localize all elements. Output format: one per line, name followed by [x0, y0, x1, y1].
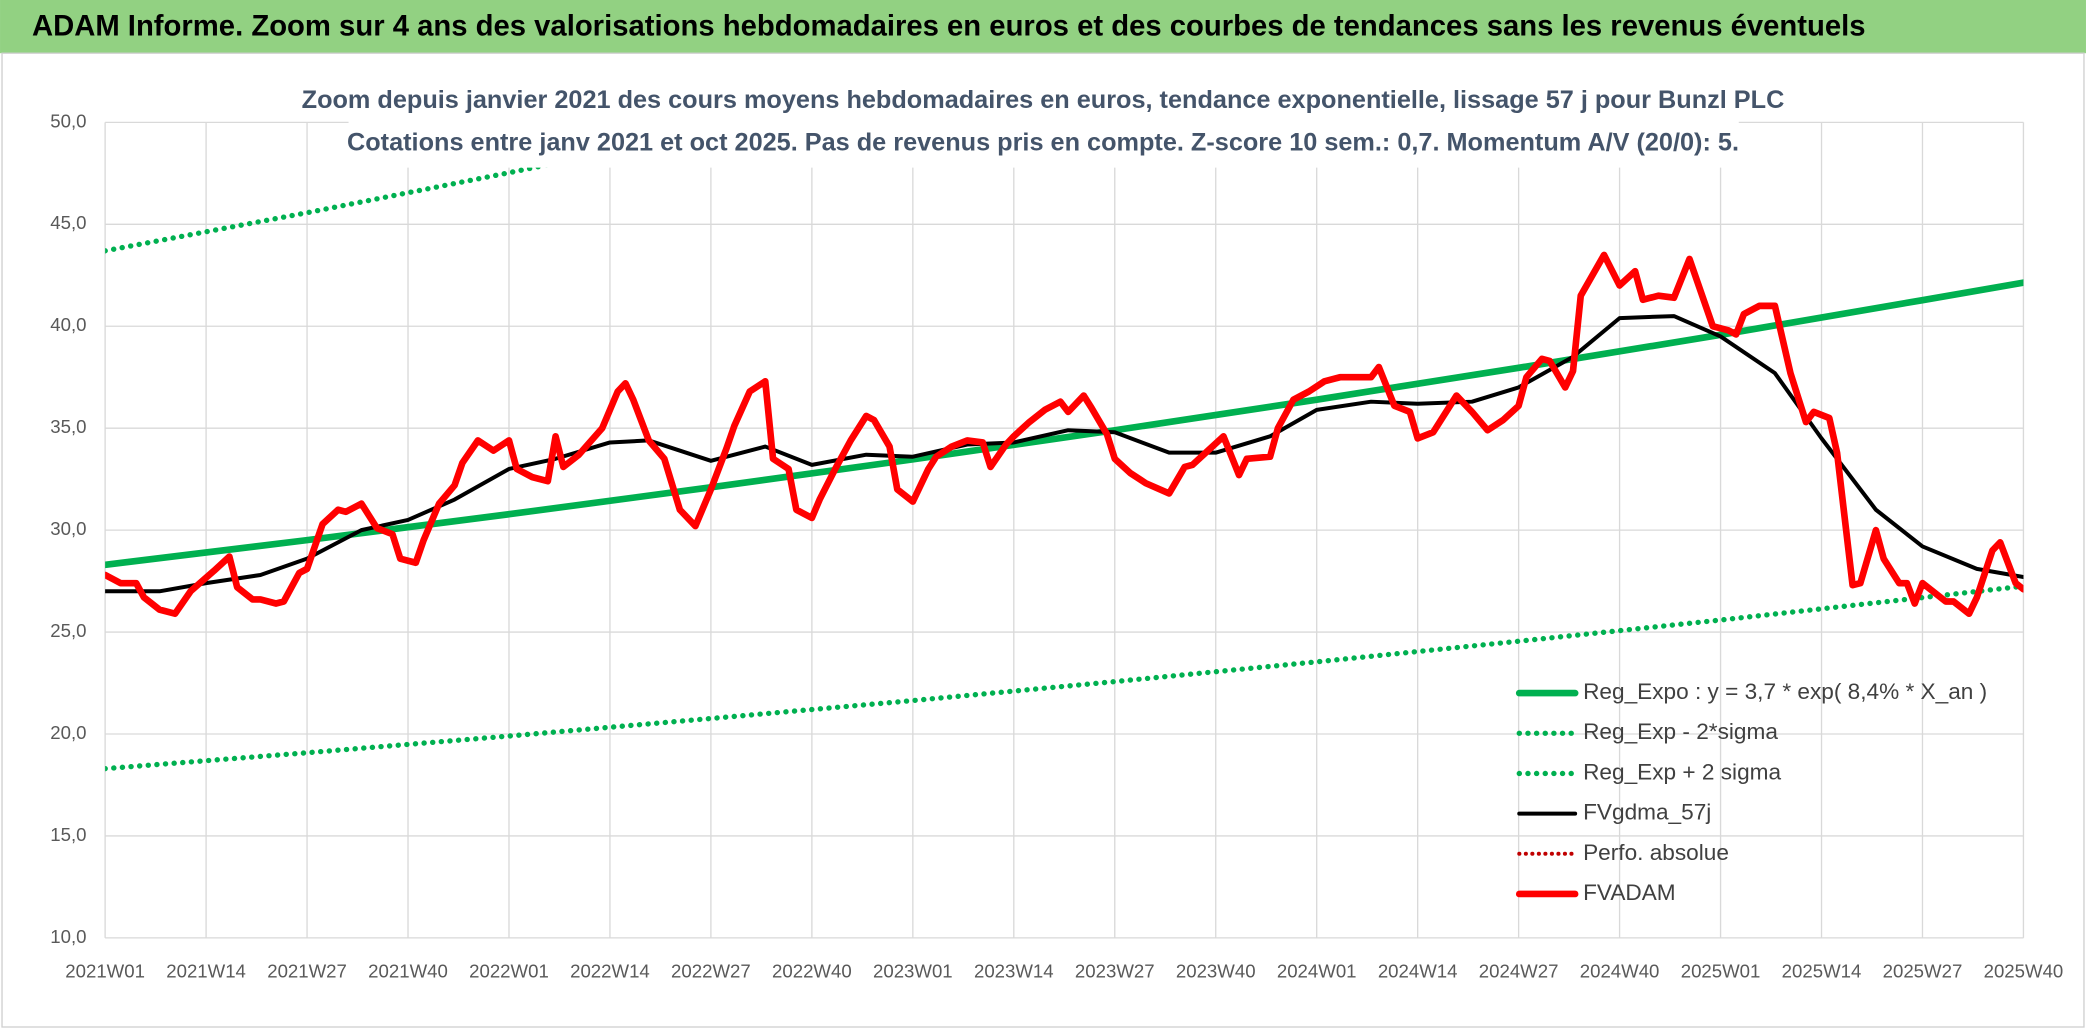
chart-title: Zoom depuis janvier 2021 des cours moyen… [302, 86, 1785, 114]
x-tick-label: 2023W14 [974, 960, 1054, 981]
x-tick-label: 2025W14 [1782, 960, 1862, 981]
x-tick-label: 2022W40 [772, 960, 852, 981]
header-bar [0, 0, 2086, 54]
y-tick-label: 10,0 [50, 926, 86, 947]
legend-label: Reg_Exp + 2 sigma [1583, 759, 1781, 784]
x-tick-label: 2022W14 [570, 960, 650, 981]
x-tick-label: 2025W40 [1984, 960, 2064, 981]
y-tick-label: 25,0 [50, 620, 86, 641]
x-tick-label: 2021W40 [368, 960, 448, 981]
y-tick-label: 50,0 [50, 110, 86, 131]
x-tick-label: 2024W40 [1580, 960, 1660, 981]
y-tick-label: 20,0 [50, 722, 86, 743]
x-tick-label: 2023W01 [873, 960, 953, 981]
x-tick-label: 2021W01 [65, 960, 145, 981]
series-line [105, 314, 2024, 594]
legend: Reg_Expo : y = 3,7 * exp( 8,4% * X_an ) R… [1515, 679, 1987, 905]
legend-label: FVADAM [1583, 880, 1676, 905]
x-tick-label: 2023W40 [1176, 960, 1256, 981]
x-tick-label: 2021W14 [166, 960, 246, 981]
plot-area [105, 122, 2024, 772]
series-line [105, 279, 2024, 569]
x-tick-label: 2022W01 [469, 960, 549, 981]
y-tick-label: 40,0 [50, 314, 86, 335]
x-tick-label: 2024W27 [1479, 960, 1559, 981]
x-tick-label: 2024W14 [1378, 960, 1458, 981]
x-tick-label: 2025W01 [1681, 960, 1761, 981]
legend-label: Reg_Exp - 2*sigma [1583, 719, 1778, 744]
title-box [348, 77, 1739, 168]
legend-label: Perfo. absolue [1583, 840, 1729, 865]
x-tick-label: 2024W01 [1277, 960, 1357, 981]
y-tick-label: 45,0 [50, 212, 86, 233]
x-tick-label: 2023W27 [1075, 960, 1155, 981]
x-tick-label: 2021W27 [267, 960, 347, 981]
y-tick-label: 30,0 [50, 518, 86, 539]
chart-subtitle: Cotations entre janv 2021 et oct 2025. P… [347, 128, 1739, 156]
legend-label: Reg_Expo : y = 3,7 * exp( 8,4% * X_an ) [1583, 679, 1987, 704]
x-tick-label: 2025W27 [1883, 960, 1963, 981]
y-tick-label: 35,0 [50, 416, 86, 437]
series-line [105, 251, 2024, 618]
series-line [105, 583, 2024, 772]
legend-label: FVgdma_57j [1583, 800, 1711, 825]
y-tick-label: 15,0 [50, 824, 86, 845]
chart-frame [1, 52, 2085, 1028]
header-title: ADAM Informe. Zoom sur 4 ans des valoris… [32, 11, 1866, 43]
x-tick-label: 2022W27 [671, 960, 751, 981]
grid [104, 121, 2025, 939]
